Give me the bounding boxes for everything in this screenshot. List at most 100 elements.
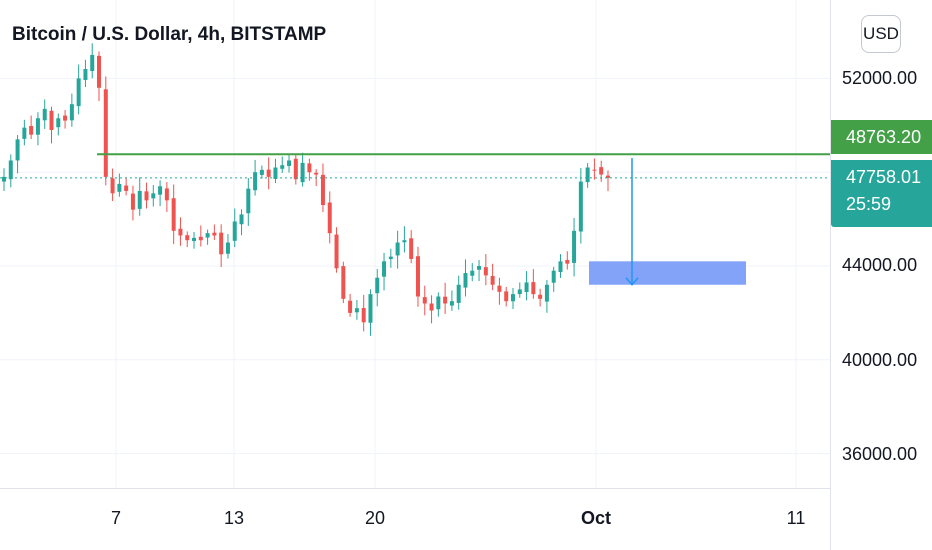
price-tick: 36000.00 <box>842 444 918 464</box>
candle-body <box>110 178 115 194</box>
candle-body <box>477 266 482 270</box>
time-tick: 7 <box>110 508 122 528</box>
candle-body <box>565 259 570 264</box>
candle-body <box>395 242 400 256</box>
candle-body <box>266 169 271 177</box>
candle-body <box>449 301 454 306</box>
candle-body <box>300 162 305 183</box>
candle-body <box>572 230 577 263</box>
candle-body <box>103 89 108 177</box>
candle-body <box>490 275 495 285</box>
candle-body <box>232 221 237 241</box>
candle-body <box>293 158 298 180</box>
bar-countdown: 25:59 <box>846 194 892 214</box>
candle-body <box>42 108 47 121</box>
candle-body <box>551 270 556 283</box>
projection-arrow-head <box>625 277 639 286</box>
candle-body <box>76 78 81 107</box>
candle-body <box>225 242 230 254</box>
time-tick: 20 <box>364 508 386 528</box>
candle-body <box>273 167 278 179</box>
candle-body <box>22 127 27 139</box>
price-tick: 52000.00 <box>842 68 918 88</box>
candle-body <box>2 176 6 182</box>
level-price-badge: 48763.20 <box>831 120 932 154</box>
candle-body <box>205 233 210 238</box>
candle-body <box>510 294 515 302</box>
candle-body <box>558 261 563 272</box>
candle-body <box>585 167 590 183</box>
candle-body <box>456 284 461 303</box>
candle-body <box>90 54 95 72</box>
time-tick-major: Oct <box>580 508 612 528</box>
candle-body <box>606 175 610 178</box>
time-tick: 11 <box>786 508 806 528</box>
candle-body <box>280 165 285 169</box>
candle-body <box>192 237 197 242</box>
candle-body <box>436 296 441 310</box>
candle-body <box>382 261 387 277</box>
candle-body <box>259 169 264 175</box>
candle-body <box>361 307 366 323</box>
candle-body <box>415 256 420 297</box>
candle-body <box>83 69 88 80</box>
candle-body <box>198 236 203 241</box>
candle-body <box>592 169 597 171</box>
candle-body <box>409 238 414 259</box>
last-price-badge: 47758.01 25:59 <box>831 160 932 227</box>
candle-body <box>56 118 61 128</box>
last-price-value: 47758.01 <box>846 167 922 187</box>
candle-body <box>8 160 13 180</box>
candle-body <box>63 115 68 121</box>
candle-body <box>29 125 34 135</box>
candle-body <box>531 282 536 295</box>
symbol-title: Bitcoin / U.S. Dollar, 4h, BITSTAMP <box>12 24 327 45</box>
candle-body <box>130 193 135 210</box>
target-zone-box <box>589 261 746 285</box>
candle-body <box>178 228 183 236</box>
price-tick: 44000.00 <box>842 255 918 275</box>
candle-body <box>69 104 74 121</box>
candle-body <box>354 308 359 313</box>
candle-body <box>544 284 549 302</box>
candle-body <box>151 193 156 199</box>
candle-body <box>388 256 393 260</box>
candle-body <box>15 139 20 161</box>
candle-body <box>578 181 583 232</box>
candle-body <box>517 289 522 295</box>
candle-body <box>497 285 502 292</box>
candle-body <box>402 240 407 243</box>
candle-body <box>307 163 312 173</box>
candle-body <box>538 294 543 299</box>
currency-button[interactable]: USD <box>861 15 901 53</box>
candle-body <box>185 235 190 241</box>
candle-body <box>524 282 529 293</box>
time-tick: 13 <box>223 508 245 528</box>
candle-body <box>164 188 169 201</box>
candle-body <box>483 267 488 276</box>
candle-body <box>463 273 468 288</box>
candle-body <box>422 297 427 304</box>
candle-body <box>368 294 373 323</box>
candle-body <box>504 291 509 302</box>
price-tick: 40000.00 <box>842 350 918 370</box>
candle-body <box>35 118 40 135</box>
candle-body <box>253 172 258 191</box>
candle-body <box>327 202 332 234</box>
candle-body <box>287 160 292 167</box>
candle-body <box>314 172 319 175</box>
candle-body <box>97 55 102 88</box>
candle-body <box>341 266 346 299</box>
candle-body <box>470 270 475 276</box>
candle-body <box>375 277 380 294</box>
candle-body <box>348 300 353 313</box>
candle-body <box>443 296 448 304</box>
candle-body <box>334 234 339 269</box>
candle-body <box>429 303 434 311</box>
candle-body <box>239 214 244 225</box>
candle-body <box>124 185 129 191</box>
candle-body <box>117 183 122 192</box>
candle-body <box>144 191 149 201</box>
